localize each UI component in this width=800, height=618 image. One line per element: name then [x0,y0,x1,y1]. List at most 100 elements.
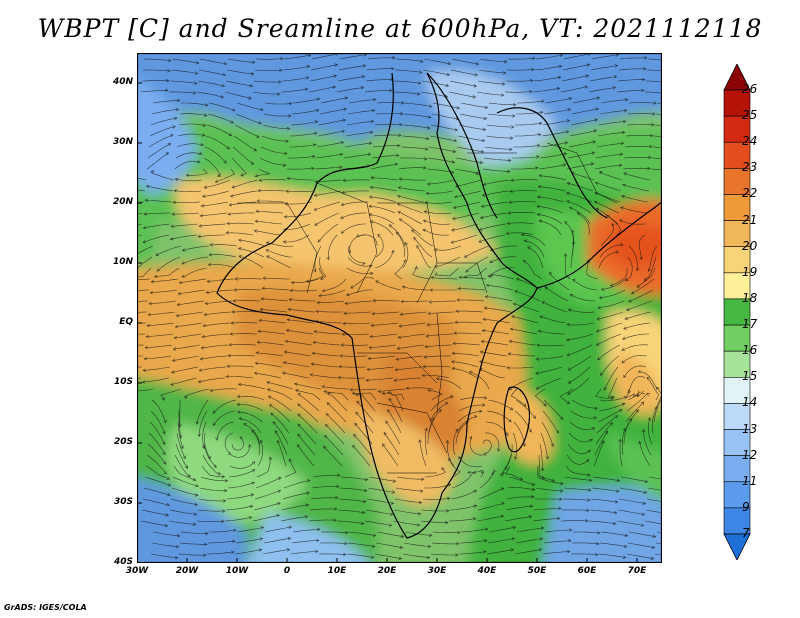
streamline [626,300,653,311]
streamline-arrow [576,212,581,216]
colorbar-box [723,272,751,300]
streamline [458,288,486,291]
streamline-arrow [200,204,205,208]
streamline-arrow [258,178,263,182]
streamline [591,487,619,492]
streamline-arrow [650,133,654,138]
streamline-arrow [370,119,375,124]
streamline-arrow [595,552,599,557]
colorbar-label: 21 [742,212,758,227]
streamline [286,168,315,170]
streamline [535,54,563,60]
streamline-arrow [253,371,258,376]
streamline-arrow [568,97,573,101]
map-title: WBPT [C] and Sreamline at 600hPa, VT: 20… [37,14,763,43]
streamline [514,549,542,555]
streamline-arrow [224,479,229,483]
streamline-arrow [538,548,543,552]
streamline-arrow [350,285,354,289]
streamline [319,108,347,115]
streamline-arrow [484,295,489,299]
streamline [239,418,262,434]
streamline [425,201,453,204]
streamline [204,146,227,164]
streamline [310,374,338,379]
streamline-arrow [356,233,360,238]
streamline-arrow [144,198,148,202]
streamline-arrow [368,345,372,350]
streamline [542,551,570,555]
streamline-arrow [480,149,485,154]
streamline-arrow [604,430,609,435]
streamline-arrow [472,95,477,99]
streamline [644,91,662,94]
streamline-arrow [360,86,365,90]
streamline-arrow [472,470,477,475]
streamline [504,516,532,522]
streamline-arrow [213,464,217,468]
streamline-arrow [165,513,170,517]
streamline [618,68,646,71]
streamline-arrow [371,108,376,113]
colorbar-box [723,298,751,326]
streamline [179,542,207,545]
streamline-arrow [313,131,318,136]
streamline [411,229,434,247]
streamline [533,76,561,82]
streamline [486,410,512,423]
streamline [458,456,483,468]
streamline-arrow [146,323,150,328]
streamline [171,58,199,64]
streamline [207,540,235,544]
streamline-arrow [344,96,349,100]
streamline-arrow [397,186,402,190]
streamline [625,401,645,423]
streamline-arrow [167,492,171,497]
streamline [311,363,339,368]
streamline [567,443,591,455]
streamline [236,527,264,533]
streamline-arrow [499,474,504,478]
streamline-arrow [214,179,219,183]
streamline-arrow [596,541,600,546]
colorbar-box [723,115,751,143]
streamline-arrow [388,523,393,527]
streamline-arrow [529,90,533,94]
streamline-arrow [334,507,338,511]
streamline [172,201,201,203]
streamline [176,143,204,148]
streamline [512,156,539,159]
streamline [150,410,166,435]
streamline-arrow [512,525,517,530]
streamline-arrow [452,341,456,346]
streamline-arrow [193,81,198,85]
streamline-arrow [314,222,318,226]
streamline-arrow [174,324,179,329]
streamline [145,199,173,203]
streamline-arrow [435,377,440,381]
streamline [227,482,255,489]
streamline-arrow [204,301,209,306]
streamline-arrow [423,166,427,170]
streamline [259,320,287,324]
streamline-arrow [405,386,409,390]
streamline-arrow [257,188,261,193]
streamline [623,157,652,159]
streamline [374,123,403,126]
streamline-arrow [419,489,424,493]
streamline-arrow [621,194,625,199]
streamline [206,124,232,137]
streamline [177,133,205,137]
streamline [315,153,343,159]
streamline-arrow [591,151,596,155]
streamline-arrow [624,316,628,320]
streamline-arrow [446,72,451,77]
streamline-arrow [622,183,626,187]
streamline [624,146,653,148]
streamline-arrow [463,275,467,279]
streamline [254,69,283,71]
streamline [427,157,455,163]
streamline-arrow [318,294,322,298]
streamline [200,355,228,360]
streamline [196,399,209,425]
